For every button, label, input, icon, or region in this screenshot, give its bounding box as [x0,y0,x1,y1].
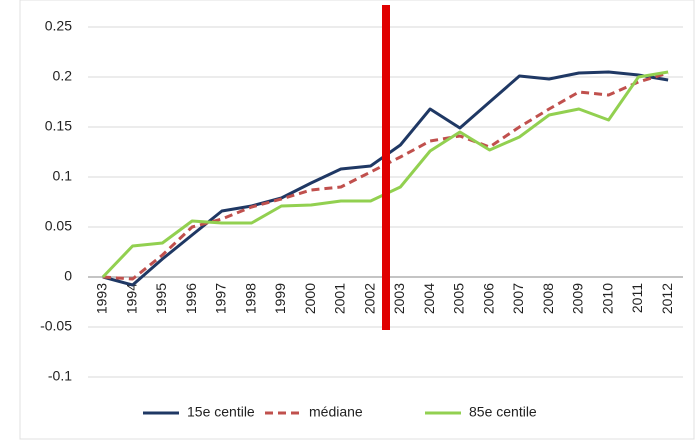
legend-label: 15e centile [187,404,255,420]
divider-marker [382,5,390,330]
y-tick-label: 0.15 [45,118,72,134]
x-tick-label: 1999 [272,283,288,314]
x-tick-label: 2010 [599,283,615,314]
x-tick-label: 2000 [302,283,318,314]
y-tick-label: 0.2 [53,68,73,84]
x-tick-label: 2001 [332,283,348,314]
x-tick-label: 2009 [570,283,586,314]
x-tick-label: 1998 [242,283,258,314]
y-tick-label: 0.25 [45,18,72,34]
x-tick-label: 2007 [510,283,526,314]
y-tick-label: 0 [64,268,72,284]
y-tick-label: 0.1 [53,168,73,184]
y-tick-label: -0.05 [40,318,72,334]
x-tick-label: 2002 [361,283,377,314]
x-tick-label: 2011 [629,283,645,313]
x-tick-label: 2003 [391,283,407,314]
legend-label: 85e centile [469,404,537,420]
x-tick-label: 2012 [659,283,675,314]
legend-label: médiane [309,404,363,420]
x-tick-label: 1996 [183,283,199,314]
y-tick-label: -0.1 [48,368,72,384]
x-tick-label: 1995 [153,283,169,314]
x-tick-label: 2008 [540,283,556,314]
x-tick-label: 1993 [94,283,110,314]
x-tick-label: 1994 [123,283,139,314]
x-tick-label: 2004 [421,283,437,314]
x-tick-label: 2005 [451,283,467,314]
chart-frame [19,0,695,440]
x-tick-label: 2006 [480,283,496,314]
x-tick-label: 1997 [213,283,229,314]
y-tick-label: 0.05 [45,218,72,234]
